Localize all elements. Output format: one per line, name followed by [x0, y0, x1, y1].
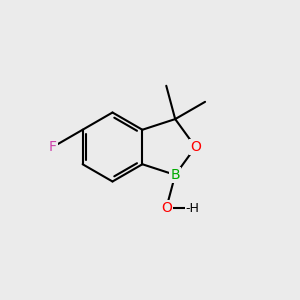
Text: O: O: [161, 201, 172, 215]
Text: O: O: [190, 140, 201, 154]
Text: -H: -H: [185, 202, 199, 215]
Text: B: B: [170, 168, 180, 182]
Text: F: F: [49, 140, 57, 154]
